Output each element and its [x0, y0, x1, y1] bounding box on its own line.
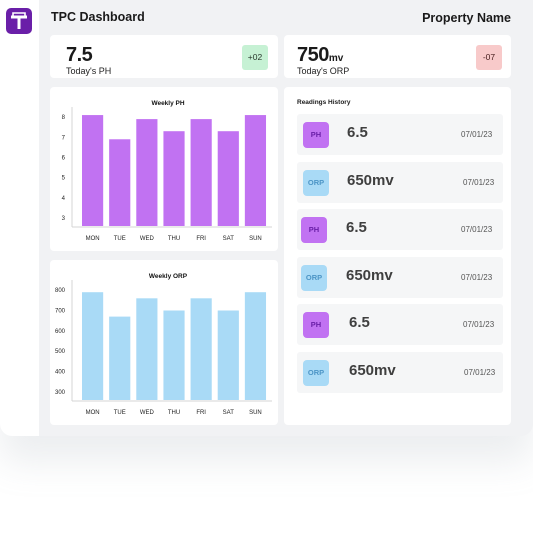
orp-bar [109, 316, 131, 400]
reading-value: 6.5 [349, 314, 370, 331]
ph-x-tick-label: THU [168, 236, 180, 242]
reading-value: 6.5 [346, 219, 367, 236]
orp-bar [163, 310, 185, 400]
reading-date: 07/01/23 [463, 320, 495, 329]
orp-x-tick-label: WED [140, 410, 155, 416]
reading-date: 07/01/23 [463, 178, 495, 187]
history-row[interactable]: ORP 650mv 07/01/23 [297, 352, 503, 393]
t-logo-icon [11, 12, 27, 29]
ph-chart-title: Weekly PH [151, 100, 184, 107]
history-row[interactable]: ORP 650mv 07/01/23 [297, 257, 503, 298]
ph-bar [190, 119, 212, 226]
orp-value-unit: mv [328, 53, 344, 64]
orp-tag: ORP [303, 360, 329, 386]
reading-value: 6.5 [347, 124, 368, 141]
ph-y-tick-label: 8 [62, 115, 66, 121]
orp-value-number: 750 [297, 44, 329, 66]
orp-tag: ORP [303, 170, 329, 196]
weekly-ph-chart-card: Weekly PH 3 4 5 6 7 8 MON TUE WED THU FRI SAT SUN [50, 87, 278, 251]
orp-y-tick-label: 800 [55, 288, 66, 294]
orp-y-tick-label: 300 [55, 390, 66, 396]
orp-y-tick-label: 700 [55, 309, 66, 315]
orp-x-tick-label: SAT [223, 410, 235, 416]
reading-value: 650mv [349, 362, 396, 379]
ph-bar [244, 115, 267, 226]
ph-y-tick-label: 4 [62, 196, 66, 202]
reading-date: 07/01/23 [461, 273, 493, 282]
orp-bar [82, 292, 104, 400]
ph-value-number: 7.5 [66, 44, 93, 66]
ph-x-tick-label: MON [86, 236, 100, 242]
ph-y-tick-label: 6 [62, 155, 66, 161]
weekly-orp-chart: Weekly ORP 300 400 500 600 700 800 MON TUE WED THU… [55, 273, 272, 416]
orp-y-tick-label: 400 [55, 370, 66, 376]
orp-x-tick-label: FRI [196, 410, 206, 416]
orp-bar [136, 298, 158, 400]
app-window: TPC Dashboard Property Name 7.5 Today's … [0, 0, 533, 436]
ph-tag: PH [301, 217, 327, 243]
ph-today-value: 7.5 [66, 44, 93, 67]
orp-x-tick-label: SUN [249, 410, 262, 416]
reading-date: 07/01/23 [461, 225, 493, 234]
ph-y-tick-label: 3 [62, 216, 66, 222]
orp-bar [217, 310, 239, 400]
ph-y-tick-label: 7 [62, 135, 66, 141]
orp-change-badge: -07 [476, 45, 502, 70]
weekly-ph-chart: Weekly PH 3 4 5 6 7 8 MON TUE WED THU FRI SAT SUN [62, 100, 272, 242]
history-row[interactable]: ORP 650mv 07/01/23 [297, 162, 503, 203]
property-name[interactable]: Property Name [422, 11, 511, 25]
reading-value: 650mv [346, 267, 393, 284]
history-row[interactable]: PH 6.5 07/01/23 [297, 209, 503, 250]
orp-tag: ORP [301, 265, 327, 291]
reading-date: 07/01/23 [464, 368, 496, 377]
ph-today-label: Today's PH [66, 66, 112, 76]
weekly-orp-chart-card: Weekly ORP 300 400 500 600 700 800 MON TUE WED THU… [50, 260, 278, 425]
ph-tag: PH [303, 312, 329, 338]
orp-x-tick-label: TUE [114, 410, 126, 416]
history-row[interactable]: PH 6.5 07/01/23 [297, 304, 503, 345]
orp-today-value: 750mv [297, 44, 343, 67]
reading-date: 07/01/23 [461, 130, 493, 139]
orp-y-tick-label: 500 [55, 349, 66, 355]
ph-bar [109, 139, 131, 226]
sidebar [0, 0, 39, 436]
orp-y-tick-label: 600 [55, 329, 66, 335]
ph-bar [136, 119, 158, 226]
orp-stat-card: 750mv Today's ORP -07 [284, 35, 511, 78]
app-logo[interactable] [6, 8, 32, 34]
orp-chart-title: Weekly ORP [149, 273, 188, 280]
readings-history-card: Readings History PH 6.5 07/01/23 ORP 650… [284, 87, 511, 425]
orp-x-tick-label: THU [168, 410, 180, 416]
orp-today-label: Today's ORP [297, 66, 350, 76]
ph-x-tick-label: SUN [249, 236, 262, 242]
ph-tag: PH [303, 122, 329, 148]
ph-y-tick-label: 5 [62, 176, 66, 182]
readings-history-title: Readings History [297, 99, 351, 106]
ph-bar [82, 115, 104, 226]
ph-x-tick-label: FRI [196, 236, 206, 242]
ph-bar [163, 131, 185, 226]
reading-value: 650mv [347, 172, 394, 189]
page-title: TPC Dashboard [51, 10, 145, 24]
ph-x-tick-label: TUE [114, 236, 126, 242]
ph-x-tick-label: SAT [223, 236, 235, 242]
ph-change-badge: +02 [242, 45, 268, 70]
orp-bar [190, 298, 212, 400]
ph-bar [217, 131, 239, 226]
orp-x-tick-label: MON [86, 410, 100, 416]
ph-x-tick-label: WED [140, 236, 155, 242]
ph-stat-card: 7.5 Today's PH +02 [50, 35, 278, 78]
orp-bar [244, 292, 267, 400]
history-row[interactable]: PH 6.5 07/01/23 [297, 114, 503, 155]
